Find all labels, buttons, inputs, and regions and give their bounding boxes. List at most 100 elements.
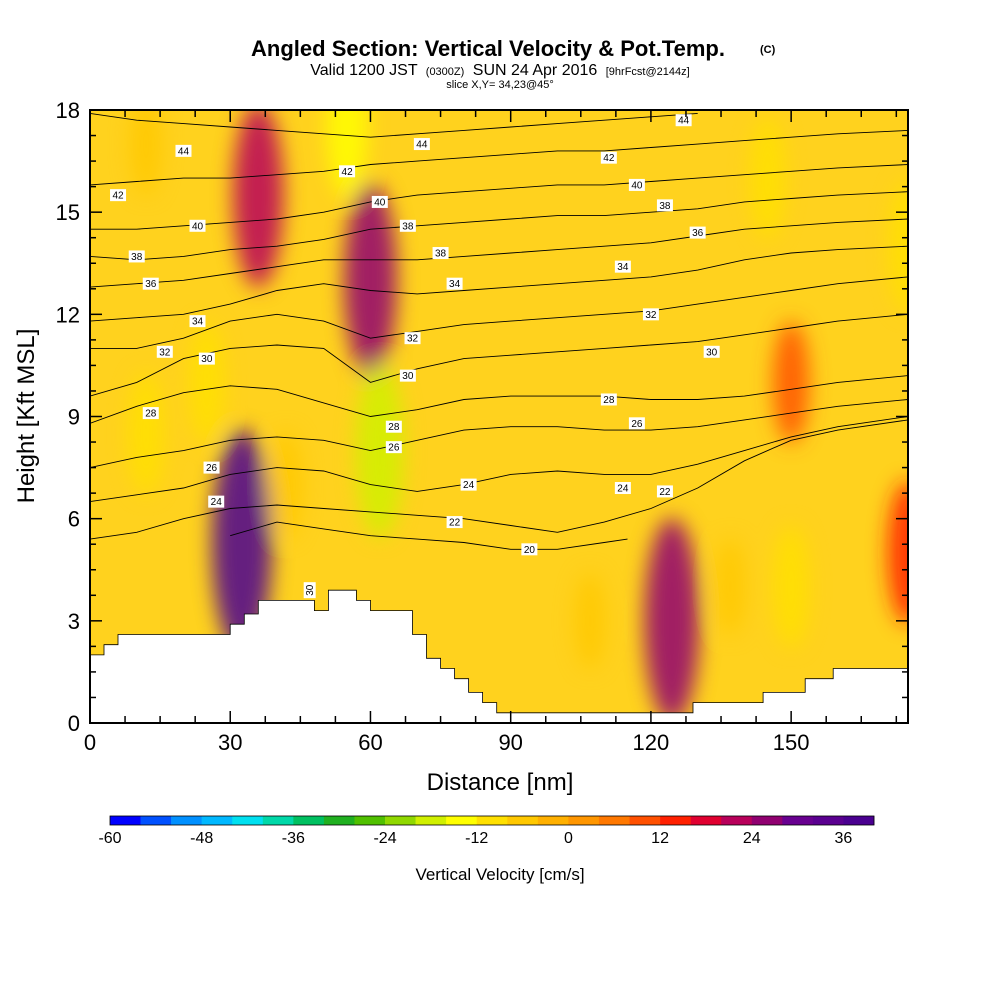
isentrope-label-3: 42: [339, 165, 356, 178]
isentrope-label-22: 30: [399, 369, 416, 382]
isentrope-label-1: 44: [413, 138, 430, 151]
chart-subtitle-slice: slice X,Y= 34,23@45°: [446, 79, 554, 91]
isentrope-label-bg: [385, 420, 402, 433]
isentrope-label-text: 24: [617, 484, 629, 495]
isentrope-38: [90, 191, 908, 261]
isentrope-label-text: 38: [131, 252, 143, 263]
y-tick-label: 0: [68, 711, 80, 736]
velocity-cell-10: [749, 117, 786, 240]
isentrope-label-bg: [128, 250, 145, 263]
y-tick-label: 6: [68, 507, 80, 532]
isentrope-label-text: 32: [159, 347, 171, 358]
colorbar-tick-label: 12: [651, 830, 669, 847]
isentrope-label-20: 32: [156, 345, 173, 358]
colorbar-swatch: [598, 816, 630, 825]
y-tick-label: 12: [56, 302, 80, 327]
isentrope-label-bg: [446, 277, 463, 290]
isentrope-label-text: 24: [211, 497, 223, 508]
isentrope-22: [90, 419, 908, 540]
isentrope-label-bg: [614, 482, 631, 495]
isentrope-label-bg: [385, 441, 402, 454]
isentrope-label-28: 26: [203, 461, 220, 474]
isentrope-label-text: 30: [706, 347, 718, 358]
isentrope-label-29: 26: [385, 441, 402, 454]
isentrope-label-text: 26: [206, 463, 218, 474]
colorbar-swatch: [354, 816, 386, 825]
isentrope-label-33: 22: [446, 516, 463, 529]
isentrope-label-12: 38: [432, 247, 449, 260]
isentrope-label-bg: [656, 199, 673, 212]
isentrope-label-text: 22: [449, 518, 461, 529]
colorbar-tick-label: 0: [564, 830, 573, 847]
isentrope-label-5: 42: [110, 189, 127, 202]
isentrope-label-bg: [614, 260, 631, 273]
isentrope-label-36: 30: [303, 582, 316, 599]
velocity-cell-8: [188, 321, 225, 444]
isentrope-label-text: 28: [603, 395, 615, 406]
isentrope-label-text: 44: [178, 146, 190, 157]
isentrope-label-bg: [656, 485, 673, 498]
colorbar-swatch: [140, 816, 172, 825]
isentrope-label-text: 24: [463, 480, 475, 491]
isentrope-label-15: 34: [446, 277, 463, 290]
isentrope-label-text: 20: [524, 545, 536, 556]
isentrope-label-bg: [446, 516, 463, 529]
colorbar-swatch: [232, 816, 264, 825]
colorbar-swatch: [415, 816, 447, 825]
colorbar-swatch: [660, 816, 691, 825]
isentrope-label-text: 32: [407, 334, 419, 345]
isentrope-label-bg: [110, 189, 127, 202]
subtitle-forecast: [9hrFcst@2144z]: [606, 66, 690, 78]
velocity-cell-0: [233, 110, 284, 288]
colorbar-swatch: [110, 816, 141, 825]
colorbar-swatch: [323, 816, 355, 825]
isentrope-label-bg: [142, 277, 159, 290]
colorbar-swatch: [293, 816, 325, 825]
isentrope-label-11: 38: [128, 250, 145, 263]
colorbar-swatch: [751, 816, 783, 825]
isentrope-label-bg: [432, 247, 449, 260]
isentrope-label-text: 38: [435, 249, 447, 260]
velocity-cell-1: [344, 182, 397, 378]
colorbar-swatch: [262, 816, 294, 825]
isentrope-label-bg: [628, 417, 645, 430]
isentrope-32: [90, 276, 908, 349]
velocity-cell-11: [773, 525, 810, 648]
colorbar-swatch: [537, 816, 569, 825]
subtitle-utc: (0300Z): [426, 66, 465, 78]
isentrope-label-bg: [600, 151, 617, 164]
isentrope-label-bg: [303, 582, 316, 599]
isentrope-label-31: 24: [460, 478, 477, 491]
velocity-cell-3: [644, 518, 700, 723]
colorbar-swatch: [843, 816, 875, 825]
isentrope-label-text: 44: [678, 116, 690, 127]
isentrope-label-text: 34: [617, 262, 629, 273]
isentrope-labels: 44 44 44 42 42 42 40 40 40 38 38 38 38 36 36 34 34 34 32 32…: [110, 114, 720, 599]
isentrope-label-bg: [600, 393, 617, 406]
y-tick-label: 3: [68, 609, 80, 634]
isentrope-44: [90, 112, 698, 138]
colorbar-tick-label: -24: [373, 830, 396, 847]
chart-title-block: Angled Section: Vertical Velocity & Pot.…: [251, 36, 776, 91]
isentrope-label-4: 42: [600, 151, 617, 164]
x-tick-label: 90: [498, 730, 522, 755]
colorbar-swatch: [782, 816, 814, 825]
isentrope-label-35: 20: [521, 543, 538, 556]
isentrope-label-bg: [413, 138, 430, 151]
isentrope-label-23: 30: [703, 345, 720, 358]
x-tick-label: 30: [218, 730, 242, 755]
isentrope-label-14: 36: [142, 277, 159, 290]
isentrope-label-9: 38: [399, 219, 416, 232]
isentrope-28: [90, 375, 908, 424]
isentrope-label-text: 26: [388, 443, 400, 454]
x-tick-label: 120: [633, 730, 670, 755]
velocity-cell-12: [270, 431, 303, 538]
isentrope-label-bg: [404, 332, 421, 345]
isentrope-label-bg: [156, 345, 173, 358]
isentrope-label-10: 38: [656, 199, 673, 212]
isentrope-label-bg: [399, 219, 416, 232]
isentrope-label-text: 26: [631, 419, 643, 430]
colorbar-swatch: [201, 816, 233, 825]
isentrope-label-text: 44: [416, 140, 428, 151]
x-tick-label: 0: [84, 730, 96, 755]
